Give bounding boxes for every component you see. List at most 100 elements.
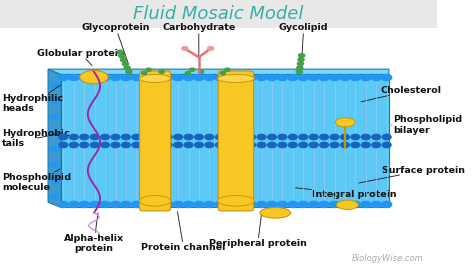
Circle shape (350, 74, 360, 81)
Circle shape (69, 134, 78, 140)
Circle shape (382, 74, 392, 81)
Circle shape (90, 134, 99, 140)
Circle shape (226, 134, 235, 140)
Circle shape (110, 74, 120, 81)
Circle shape (51, 83, 59, 88)
Circle shape (208, 47, 214, 50)
Circle shape (340, 201, 350, 207)
Circle shape (236, 74, 246, 81)
Text: Integral protein: Integral protein (295, 188, 397, 199)
Circle shape (278, 142, 287, 148)
Circle shape (267, 201, 277, 207)
Ellipse shape (335, 118, 355, 127)
Circle shape (194, 201, 204, 207)
Circle shape (340, 74, 350, 81)
Circle shape (119, 54, 125, 58)
Circle shape (309, 201, 319, 207)
Circle shape (289, 134, 297, 140)
Circle shape (268, 134, 276, 140)
FancyBboxPatch shape (61, 74, 389, 207)
Circle shape (173, 74, 183, 81)
Circle shape (110, 201, 120, 207)
Circle shape (299, 142, 308, 148)
Text: Phospholipid
molecule: Phospholipid molecule (2, 169, 71, 192)
Circle shape (362, 134, 370, 140)
Text: Hydrophobic
tails: Hydrophobic tails (2, 129, 70, 148)
Circle shape (121, 201, 131, 207)
Circle shape (226, 142, 235, 148)
Circle shape (225, 68, 230, 71)
Circle shape (146, 68, 151, 71)
Circle shape (131, 201, 141, 207)
Circle shape (297, 66, 303, 70)
Circle shape (298, 201, 308, 207)
Circle shape (59, 134, 68, 140)
Polygon shape (48, 69, 389, 74)
Ellipse shape (139, 196, 171, 206)
Circle shape (351, 142, 360, 148)
Circle shape (194, 134, 203, 140)
Circle shape (163, 134, 172, 140)
Circle shape (330, 142, 339, 148)
Circle shape (142, 72, 147, 75)
Text: Protein channel: Protein channel (141, 211, 226, 252)
Circle shape (297, 62, 303, 65)
Circle shape (80, 134, 89, 140)
Text: Alpha-helix
protein: Alpha-helix protein (64, 213, 124, 253)
Ellipse shape (80, 70, 108, 84)
Circle shape (90, 74, 100, 81)
Circle shape (277, 201, 287, 207)
Circle shape (383, 134, 391, 140)
Circle shape (288, 74, 298, 81)
Circle shape (288, 201, 298, 207)
Circle shape (204, 74, 214, 81)
Circle shape (126, 70, 132, 74)
Circle shape (299, 134, 308, 140)
Circle shape (132, 142, 141, 148)
Ellipse shape (218, 196, 255, 206)
Circle shape (372, 142, 381, 148)
Circle shape (319, 74, 329, 81)
Circle shape (120, 58, 127, 62)
Circle shape (247, 142, 255, 148)
Circle shape (278, 134, 287, 140)
Circle shape (121, 74, 131, 81)
Circle shape (298, 74, 308, 81)
Polygon shape (48, 69, 61, 207)
Circle shape (277, 74, 287, 81)
Circle shape (184, 134, 193, 140)
FancyBboxPatch shape (140, 71, 171, 211)
Circle shape (204, 201, 214, 207)
Circle shape (361, 74, 371, 81)
Circle shape (362, 142, 370, 148)
Circle shape (341, 134, 349, 140)
Circle shape (257, 134, 266, 140)
Ellipse shape (139, 74, 171, 82)
Circle shape (319, 201, 329, 207)
Circle shape (215, 134, 224, 140)
Circle shape (163, 201, 173, 207)
Circle shape (236, 201, 246, 207)
Circle shape (246, 201, 256, 207)
Circle shape (90, 201, 100, 207)
Circle shape (142, 201, 152, 207)
Text: Carbohydrate: Carbohydrate (162, 23, 236, 56)
Circle shape (383, 142, 391, 148)
Circle shape (372, 134, 381, 140)
Circle shape (121, 142, 130, 148)
Text: BiologyWise.com: BiologyWise.com (352, 254, 424, 263)
Circle shape (215, 142, 224, 148)
Circle shape (185, 72, 191, 75)
Circle shape (58, 201, 68, 207)
Text: Peripheral protein: Peripheral protein (209, 211, 307, 248)
Circle shape (256, 201, 266, 207)
Circle shape (111, 134, 120, 140)
Circle shape (100, 74, 110, 81)
Circle shape (268, 142, 276, 148)
Text: Fluid Mosaic Model: Fluid Mosaic Model (133, 5, 304, 23)
Circle shape (111, 142, 120, 148)
Circle shape (90, 142, 99, 148)
Circle shape (152, 201, 162, 207)
Circle shape (69, 142, 78, 148)
Circle shape (309, 74, 319, 81)
